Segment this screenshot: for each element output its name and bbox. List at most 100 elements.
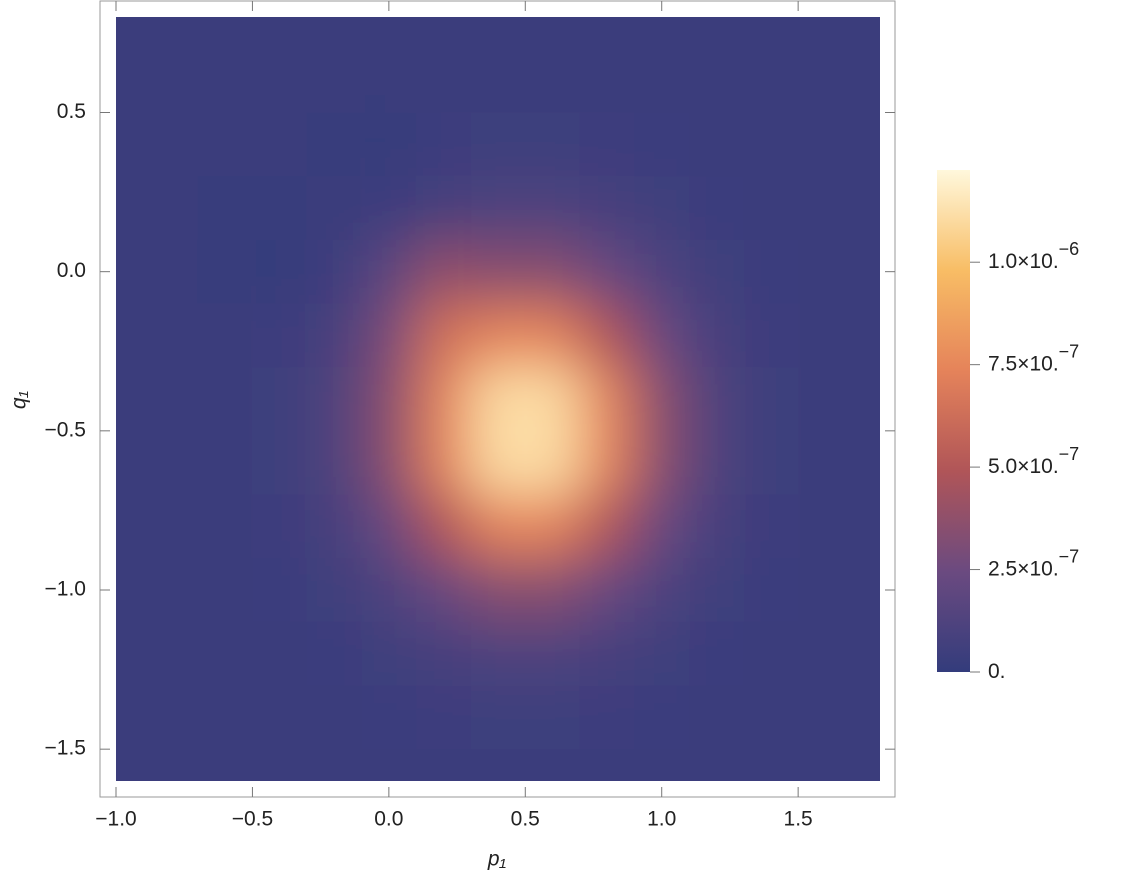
heat-cell — [634, 621, 690, 687]
heat-cell — [307, 558, 363, 623]
heat-cell — [634, 494, 690, 560]
heat-cell — [470, 749, 527, 781]
heat-cell — [416, 494, 472, 560]
heat-cell — [361, 17, 418, 50]
heat-cell — [197, 558, 254, 623]
heat-cell — [852, 17, 880, 50]
heat-cell — [852, 176, 880, 241]
heat-cell — [252, 303, 308, 369]
heat-cell — [361, 176, 418, 241]
heat-cell — [470, 367, 527, 432]
heat-cell — [416, 749, 472, 781]
heat-cell — [798, 176, 854, 241]
y-tick-label: −1.5 — [45, 737, 86, 760]
heat-cell — [852, 621, 880, 687]
heat-cell — [634, 303, 690, 369]
heat-cell — [143, 112, 199, 178]
heat-cell — [525, 621, 581, 687]
colorbar-tick-exponent: −7 — [1059, 444, 1080, 464]
colorbar-tick-mantissa: 2.5×10. — [988, 557, 1059, 580]
heat-cell — [143, 558, 199, 623]
heat-cell — [416, 17, 472, 50]
heat-cell — [743, 48, 800, 114]
heat-cell — [525, 48, 581, 114]
heat-cell — [143, 430, 199, 496]
heat-cell — [798, 558, 854, 623]
heat-cell — [307, 749, 363, 781]
heat-cell — [579, 17, 636, 50]
colorbar-tick-label: 2.5×10.−7 — [988, 546, 1079, 580]
heat-cell — [743, 176, 800, 241]
heat-cell — [416, 367, 472, 432]
heat-cell — [307, 430, 363, 496]
colorbar — [937, 170, 970, 672]
heat-cell — [197, 685, 254, 751]
heat-cell — [689, 558, 745, 623]
heat-cell — [689, 621, 745, 687]
heat-cell — [634, 367, 690, 432]
heat-cell — [579, 621, 636, 687]
heat-cell — [743, 17, 800, 50]
heat-cell — [361, 430, 418, 496]
heat-cell — [525, 367, 581, 432]
heat-cell — [361, 239, 418, 305]
colorbar-tick-label: 1.0×10.−6 — [988, 239, 1079, 273]
heat-cell — [743, 749, 800, 781]
heat-cell — [525, 430, 581, 496]
colorbar-tick-mantissa: 7.5×10. — [988, 352, 1059, 375]
heat-cell — [116, 367, 145, 432]
heat-cell — [579, 176, 636, 241]
heat-cell — [307, 685, 363, 751]
heat-cell — [361, 367, 418, 432]
heat-cell — [116, 239, 145, 305]
colorbar-tick-label: 5.0×10.−7 — [988, 444, 1079, 478]
heat-cell — [470, 685, 527, 751]
heat-cell — [852, 303, 880, 369]
colorbar-tick-label: 7.5×10.−7 — [988, 341, 1079, 375]
heat-cell — [416, 685, 472, 751]
heat-cell — [579, 48, 636, 114]
heat-cell — [470, 430, 527, 496]
x-tick-label: −1.0 — [95, 808, 136, 831]
heat-cell — [852, 430, 880, 496]
heat-cell — [743, 621, 800, 687]
heat-cell — [852, 558, 880, 623]
heat-cell — [197, 239, 254, 305]
colorbar-tick-exponent: −7 — [1059, 341, 1080, 361]
heat-cell — [416, 558, 472, 623]
heat-cell — [579, 430, 636, 496]
heat-cell — [307, 48, 363, 114]
heat-cell — [143, 176, 199, 241]
heat-cell — [743, 112, 800, 178]
heat-cell — [116, 17, 145, 50]
heat-cell — [525, 749, 581, 781]
y-tick-label: 0.5 — [57, 100, 86, 123]
heat-cell — [252, 176, 308, 241]
heat-cell — [116, 558, 145, 623]
heat-cell — [470, 112, 527, 178]
colorbar-tick-exponent: −7 — [1059, 546, 1080, 566]
x-tick-label: 1.0 — [647, 808, 676, 831]
y-tick-label: 0.0 — [57, 259, 86, 282]
heat-cell — [525, 239, 581, 305]
heat-cell — [579, 112, 636, 178]
heat-cell — [798, 621, 854, 687]
heat-cell — [852, 239, 880, 305]
heat-cell — [470, 621, 527, 687]
heat-cell — [197, 48, 254, 114]
heat-cell — [689, 176, 745, 241]
heat-cell — [634, 112, 690, 178]
heat-cell — [743, 303, 800, 369]
heat-cell — [361, 558, 418, 623]
heat-cell — [143, 303, 199, 369]
x-tick-label: 1.5 — [784, 808, 813, 831]
heat-cell — [525, 558, 581, 623]
heat-cell — [143, 367, 199, 432]
heat-cell — [689, 749, 745, 781]
heat-cell — [361, 749, 418, 781]
heat-cell — [307, 239, 363, 305]
heat-cell — [416, 621, 472, 687]
heat-cell — [361, 494, 418, 560]
x-axis-label: p₁ — [487, 848, 507, 871]
heat-cell — [252, 430, 308, 496]
